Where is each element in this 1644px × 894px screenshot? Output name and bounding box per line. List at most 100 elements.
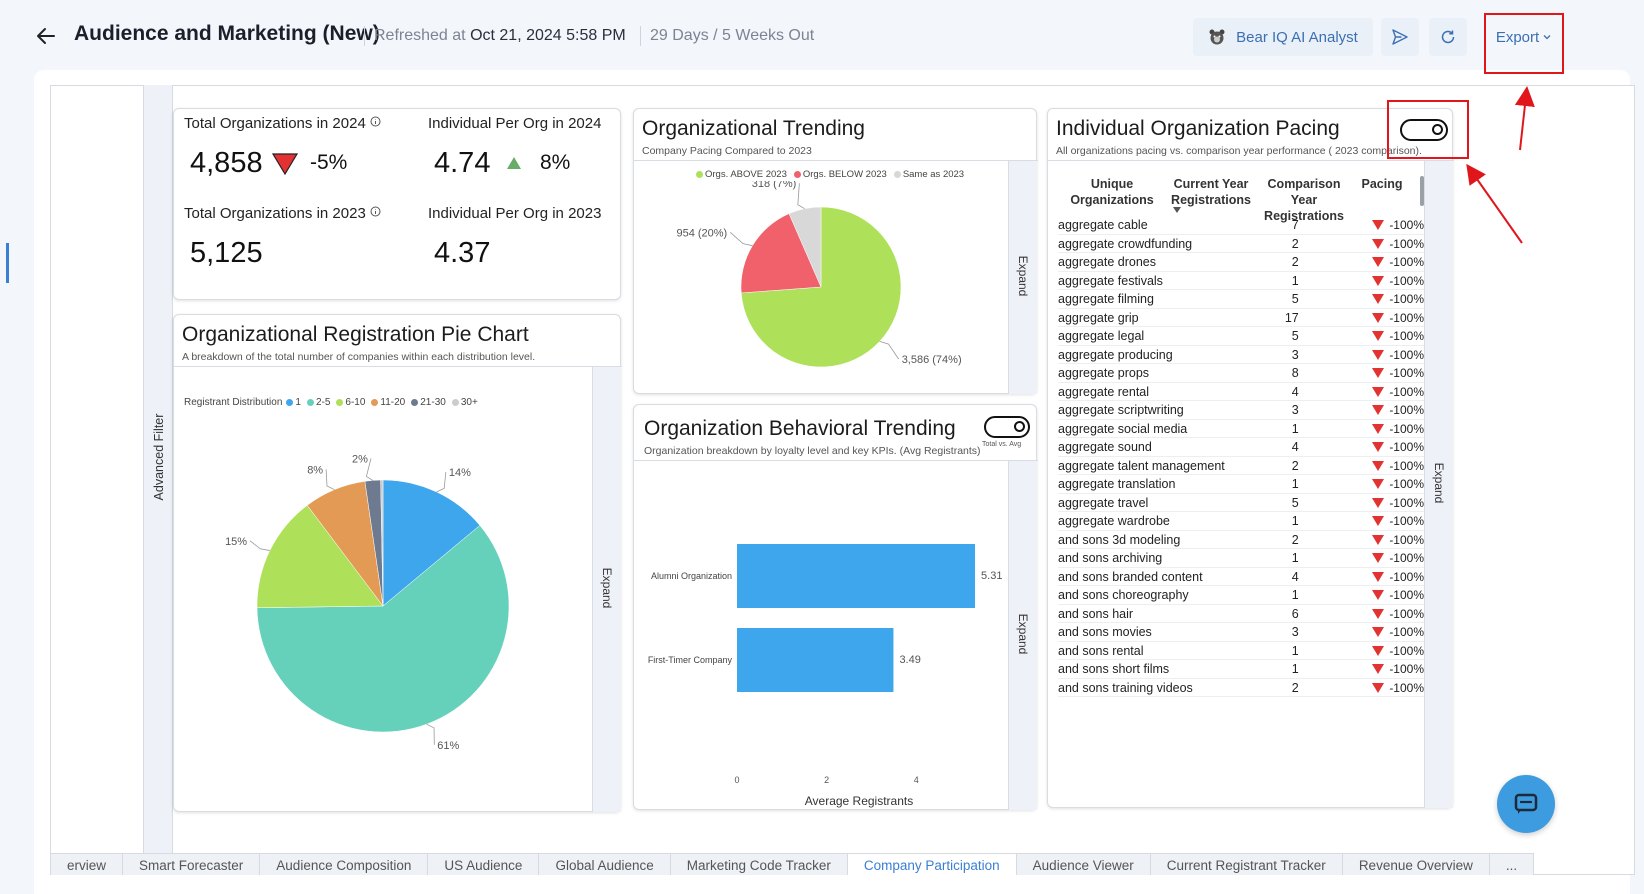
trending-subtitle: Company Pacing Compared to 2023 [642, 145, 812, 157]
table-row[interactable]: aggregate producing 3 -100% [1058, 346, 1424, 364]
table-row[interactable]: aggregate wardrobe 1 -100% [1058, 512, 1424, 531]
x-tick-label: 4 [914, 775, 919, 785]
expand-button[interactable]: Expand [1424, 161, 1453, 808]
table-row[interactable]: aggregate scriptwriting 3 -100% [1058, 401, 1424, 420]
divider [634, 160, 1038, 161]
table-row[interactable]: aggregate social media 1 -100% [1058, 420, 1424, 438]
col-header-current-year[interactable]: Current Year Registrations [1171, 177, 1251, 207]
table-row[interactable]: aggregate translation 1 -100% [1058, 475, 1424, 494]
trending-slice[interactable] [788, 206, 822, 288]
table-row[interactable]: aggregate travel 5 -100% [1058, 494, 1424, 512]
x-tick-label: 0 [734, 775, 739, 785]
arrow-left-icon[interactable] [34, 24, 58, 48]
total-vs-avg-toggle[interactable] [984, 416, 1030, 438]
export-button[interactable]: Export [1486, 18, 1562, 56]
org-name-cell: aggregate rental [1058, 384, 1150, 399]
table-row[interactable]: and sons branded content 4 -100% [1058, 568, 1424, 586]
info-icon[interactable] [370, 116, 381, 127]
tab-company-participation[interactable]: Company Participation [846, 853, 1017, 875]
tab-audience-composition[interactable]: Audience Composition [259, 853, 429, 875]
pacing-toggle[interactable] [1400, 119, 1448, 141]
bear-icon [1209, 29, 1225, 45]
page-title: Audience and Marketing (New) [74, 22, 380, 45]
pacing-cell: -100% [1367, 438, 1424, 456]
legend-item[interactable]: Same as 2023 [893, 169, 964, 180]
table-row[interactable]: aggregate legal 5 -100% [1058, 327, 1424, 346]
expand-button[interactable]: Expand [1008, 461, 1037, 810]
info-icon[interactable] [370, 206, 381, 217]
org-name-cell: aggregate crowdfunding [1058, 236, 1193, 251]
comparison-year-cell [1299, 512, 1368, 513]
table-row[interactable]: and sons short films 1 -100% [1058, 660, 1424, 679]
divider [1048, 160, 1454, 161]
registration-slice[interactable] [256, 504, 384, 609]
org-name-cell: aggregate drones [1058, 255, 1156, 269]
legend-item[interactable]: Orgs. BELOW 2023 [793, 169, 887, 180]
sort-desc-icon[interactable] [1173, 207, 1181, 213]
legend-item[interactable]: 2-5 [306, 397, 330, 408]
behavioral-card: Organization Behavioral Trending Organiz… [633, 404, 1038, 810]
tab-marketing-code-tracker[interactable]: Marketing Code Tracker [669, 853, 848, 875]
tab-revenue-overview[interactable]: Revenue Overview [1341, 853, 1490, 875]
legend-item[interactable]: 11-20 [371, 397, 405, 408]
tab-erview[interactable]: erview [50, 853, 124, 875]
table-row[interactable]: and sons hair 6 -100% [1058, 605, 1424, 623]
table-row[interactable]: aggregate drones 2 -100% [1058, 253, 1424, 272]
registration-pie-chart: 14% 61% 15% 8% 2% [225, 453, 510, 752]
org-name-cell: and sons movies [1058, 625, 1152, 639]
registration-slice[interactable] [256, 525, 510, 733]
current-year-cell: 1 [1291, 662, 1299, 676]
pacing-cell: -100% [1367, 586, 1424, 604]
org-name-cell: and sons rental [1058, 643, 1144, 658]
legend-item[interactable]: 30+ [451, 397, 478, 408]
table-row[interactable]: aggregate grip 17 -100% [1058, 309, 1424, 327]
legend-item[interactable]: 21-30 [411, 397, 446, 408]
table-row[interactable]: aggregate festivals 1 -100% [1058, 272, 1424, 290]
col-header-comparison-year[interactable]: Comparison Year Registrations [1264, 177, 1344, 223]
expand-button[interactable]: Expand [592, 367, 621, 812]
col-header-org[interactable]: Unique Organizations [1070, 177, 1154, 207]
trend-down-icon [1372, 349, 1385, 360]
refresh-button[interactable] [1429, 18, 1467, 56]
table-row[interactable]: and sons 3d modeling 2 -100% [1058, 531, 1424, 549]
tab-global-audience[interactable]: Global Audience [538, 853, 671, 875]
legend-item[interactable]: 1 [286, 397, 301, 408]
table-row[interactable]: and sons training videos 2 -100% [1058, 679, 1424, 697]
chat-button[interactable] [1497, 775, 1555, 833]
table-row[interactable]: and sons archiving 1 -100% [1058, 549, 1424, 568]
table-row[interactable]: aggregate cable 7 -100% [1058, 216, 1424, 235]
table-row[interactable]: aggregate crowdfunding 2 -100% [1058, 235, 1424, 253]
table-row[interactable]: and sons choreography 1 -100% [1058, 586, 1424, 605]
table-scrollbar[interactable] [1420, 176, 1424, 206]
tab-smart-forecaster[interactable]: Smart Forecaster [122, 853, 261, 875]
current-year-cell: 3 [1291, 625, 1299, 639]
table-row[interactable]: aggregate props 8 -100% [1058, 364, 1424, 383]
bar[interactable] [737, 628, 894, 692]
legend-item[interactable]: 6-10 [336, 397, 365, 408]
org-name-cell: aggregate grip [1058, 310, 1139, 325]
pacing-cell: -100% [1367, 327, 1424, 345]
legend-item[interactable]: Orgs. ABOVE 2023 [696, 169, 787, 180]
table-row[interactable]: and sons movies 3 -100% [1058, 623, 1424, 642]
send-button[interactable] [1381, 18, 1419, 56]
ai-analyst-button[interactable]: Bear IQ AI Analyst [1193, 18, 1373, 56]
table-row[interactable]: aggregate talent management 2 -100% [1058, 457, 1424, 475]
trending-slice[interactable] [740, 213, 822, 294]
col-header-pacing[interactable]: Pacing [1361, 177, 1403, 191]
tab-audience-viewer[interactable]: Audience Viewer [1015, 853, 1151, 875]
expand-button[interactable]: Expand [1008, 161, 1037, 394]
table-row[interactable]: aggregate rental 4 -100% [1058, 383, 1424, 401]
table-row[interactable]: aggregate sound 4 -100% [1058, 438, 1424, 457]
org-name-cell: aggregate producing [1058, 347, 1173, 362]
trend-down-icon [1372, 516, 1385, 527]
tab-current-registrant-tracker[interactable]: Current Registrant Tracker [1149, 853, 1343, 875]
trending-leader-line [797, 183, 805, 210]
bar[interactable] [737, 544, 976, 608]
advanced-filter-panel[interactable]: Advanced Filter [143, 85, 173, 875]
tab-us-audience[interactable]: US Audience [427, 853, 540, 875]
pacing-cell: -100% [1367, 216, 1424, 234]
tab-[interactable]: ... [1488, 853, 1535, 875]
registration-slice[interactable] [380, 479, 384, 607]
table-row[interactable]: and sons rental 1 -100% [1058, 642, 1424, 660]
table-row[interactable]: aggregate filming 5 -100% [1058, 290, 1424, 309]
